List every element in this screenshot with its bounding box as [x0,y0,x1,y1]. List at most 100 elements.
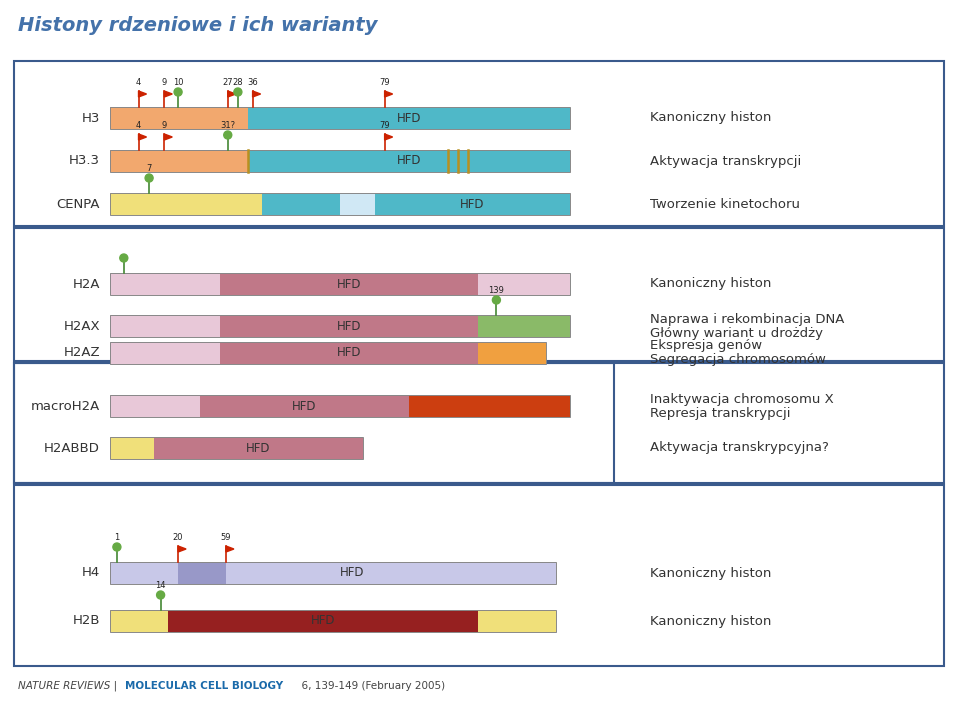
Text: H2AZ: H2AZ [63,347,100,359]
Text: HFD: HFD [337,278,362,291]
Polygon shape [252,91,260,97]
FancyBboxPatch shape [221,273,478,295]
Text: 36: 36 [248,78,258,87]
Text: Główny wariant u drożdży: Główny wariant u drożdży [650,326,823,339]
Text: macroH2A: macroH2A [31,400,100,412]
FancyBboxPatch shape [154,437,363,459]
FancyBboxPatch shape [248,107,570,129]
Text: 28: 28 [232,78,243,87]
FancyBboxPatch shape [200,395,409,417]
Polygon shape [228,91,236,97]
Text: HFD: HFD [310,614,335,627]
Text: Inaktywacja chromosomu X: Inaktywacja chromosomu X [650,392,833,405]
Text: 79: 79 [379,78,390,87]
Text: HFD: HFD [337,347,362,359]
Text: H3.3: H3.3 [69,155,100,168]
Text: H2A: H2A [73,278,100,291]
Polygon shape [164,134,172,140]
FancyBboxPatch shape [478,610,556,632]
Text: Aktywacja transkrypcyjna?: Aktywacja transkrypcyjna? [650,442,828,455]
FancyBboxPatch shape [478,273,570,295]
Text: Kanoniczny histon: Kanoniczny histon [650,112,772,125]
FancyBboxPatch shape [110,273,221,295]
Text: Tworzenie kinetochoru: Tworzenie kinetochoru [650,198,800,211]
FancyBboxPatch shape [478,315,570,337]
Text: 4: 4 [136,121,141,130]
Circle shape [120,254,128,262]
Text: HFD: HFD [337,319,362,332]
Text: Segregacja chromosomów: Segregacja chromosomów [650,354,826,367]
Text: H3: H3 [82,112,100,125]
Circle shape [234,88,242,96]
Circle shape [492,296,500,304]
FancyBboxPatch shape [226,562,478,584]
FancyBboxPatch shape [167,610,478,632]
Text: 59: 59 [221,533,231,542]
Text: Kanoniczny histon: Kanoniczny histon [650,614,772,627]
Text: Aktywacja transkrypcji: Aktywacja transkrypcji [650,155,802,168]
Text: 27: 27 [223,78,233,87]
Text: HFD: HFD [246,442,271,455]
Text: 1: 1 [114,533,120,542]
Text: Represja transkrypcji: Represja transkrypcji [650,407,790,420]
FancyBboxPatch shape [262,193,340,215]
FancyBboxPatch shape [178,562,226,584]
FancyBboxPatch shape [110,315,221,337]
Polygon shape [138,134,147,140]
Circle shape [224,131,231,139]
FancyBboxPatch shape [110,610,167,632]
Circle shape [113,543,121,551]
Circle shape [174,88,182,96]
Text: 7: 7 [147,164,152,173]
Text: H4: H4 [82,566,100,579]
Text: 139: 139 [489,286,504,295]
Text: HFD: HFD [460,198,485,211]
Polygon shape [385,91,393,97]
FancyBboxPatch shape [110,342,221,364]
Text: 20: 20 [173,533,183,542]
FancyBboxPatch shape [340,193,374,215]
Text: H2B: H2B [73,614,100,627]
Text: H2AX: H2AX [63,319,100,332]
Text: HFD: HFD [396,155,421,168]
Polygon shape [385,134,393,140]
FancyBboxPatch shape [110,107,248,129]
Polygon shape [226,546,234,552]
FancyBboxPatch shape [478,342,546,364]
Text: 10: 10 [173,78,183,87]
Text: NATURE REVIEWS |: NATURE REVIEWS | [18,681,120,691]
Text: HFD: HFD [396,112,421,125]
Text: HFD: HFD [340,566,364,579]
FancyBboxPatch shape [110,150,248,172]
Text: Histony rdzeniowe i ich warianty: Histony rdzeniowe i ich warianty [18,16,377,35]
Polygon shape [138,91,147,97]
FancyBboxPatch shape [374,193,570,215]
FancyBboxPatch shape [478,562,556,584]
Text: 9: 9 [161,121,167,130]
Text: H2ABBD: H2ABBD [44,442,100,455]
FancyBboxPatch shape [221,315,478,337]
Text: HFD: HFD [292,400,317,412]
Text: Ekspresja genów: Ekspresja genów [650,339,762,352]
Text: MOLECULAR CELL BIOLOGY: MOLECULAR CELL BIOLOGY [125,681,283,691]
FancyBboxPatch shape [110,562,178,584]
FancyBboxPatch shape [110,395,200,417]
Text: Kanoniczny histon: Kanoniczny histon [650,278,772,291]
Polygon shape [164,91,172,97]
Text: 31?: 31? [220,121,235,130]
Circle shape [156,591,164,599]
Text: 6, 139-149 (February 2005): 6, 139-149 (February 2005) [295,681,445,691]
Text: 4: 4 [136,78,141,87]
Polygon shape [178,546,186,552]
Text: CENPA: CENPA [57,198,100,211]
FancyBboxPatch shape [110,437,154,459]
Text: Kanoniczny histon: Kanoniczny histon [650,566,772,579]
FancyBboxPatch shape [110,193,262,215]
FancyBboxPatch shape [248,150,570,172]
FancyBboxPatch shape [221,342,478,364]
FancyBboxPatch shape [409,395,570,417]
Text: 79: 79 [379,121,390,130]
Text: 9: 9 [161,78,167,87]
Text: Naprawa i rekombinacja DNA: Naprawa i rekombinacja DNA [650,312,845,326]
Text: 14: 14 [156,581,166,590]
